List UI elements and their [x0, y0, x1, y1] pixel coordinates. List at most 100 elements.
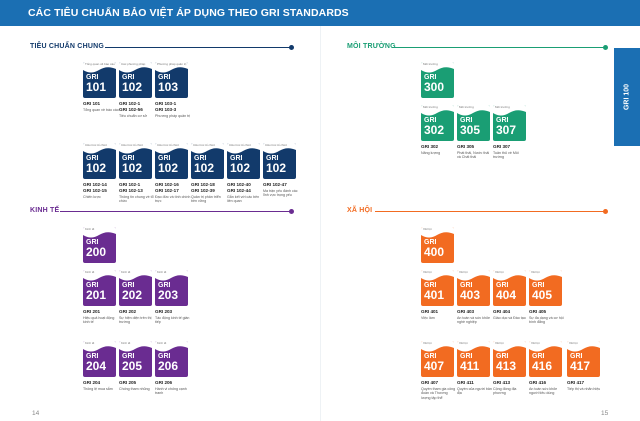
card-gri-number: 411: [460, 359, 480, 373]
card-gri-number: 102: [86, 161, 107, 175]
gri-code-102: GRI 102-16 GRI 102-17: [155, 182, 179, 193]
card-gri-number: 102: [266, 161, 287, 175]
gri-card-403: Xã hội GRI 403: [457, 270, 490, 306]
gri-card-307: Môi trường GRI 307: [493, 105, 526, 141]
gri-code-line: GRI 102-16: [155, 182, 179, 187]
gri-description-403: An toàn và sức khỏe nghề nghiệp: [457, 316, 490, 325]
gri-card-204: Kinh tế GRI 204: [83, 341, 116, 377]
page-number-right: 15: [601, 410, 609, 417]
card-wave-decoration: [263, 143, 296, 154]
gri-card-203: Kinh tế GRI 203: [155, 270, 188, 306]
card-gri-label: GRI: [158, 74, 171, 81]
card-wave-decoration: [529, 341, 562, 352]
gri-card-102: Cấu trúc tổ chức GRI 102: [227, 143, 260, 179]
gri-code-line: GRI 401: [421, 309, 439, 314]
card-tag: Cấu trúc tổ chức: [85, 143, 108, 147]
card-gri-label: GRI: [86, 239, 99, 246]
page-number-left: 14: [32, 410, 40, 417]
section-title-universal: TIÊU CHUẨN CHUNG: [30, 43, 104, 50]
gri-code-206: GRI 206: [155, 380, 172, 386]
side-tab-label: GRI 100: [623, 83, 631, 111]
gri-description-102: Tiêu chuẩn cơ sở: [119, 114, 147, 118]
card-gri-number: 404: [496, 288, 517, 302]
gri-code-302: GRI 302: [421, 144, 438, 150]
gri-code-416: GRI 416: [529, 380, 546, 386]
gri-code-101: GRI 101: [83, 101, 100, 107]
card-tag: Cấu trúc tổ chức: [121, 143, 144, 147]
card-gri-label: GRI: [460, 117, 473, 124]
gri-code-line: GRI 102-1: [119, 182, 141, 187]
gri-card-102: Cấu trúc tổ chức GRI 102: [155, 143, 188, 179]
gri-card-300: Môi trường GRI 300: [421, 62, 454, 98]
gri-description-407: Quyền tham gia công đoàn và Thương lượng…: [421, 387, 456, 400]
card-tag: Các phương pháp: [121, 62, 146, 66]
gri-code-line: GRI 102-47: [263, 182, 287, 187]
gri-card-202: Kinh tế GRI 202: [119, 270, 152, 306]
card-gri-label: GRI: [86, 74, 99, 81]
gri-code-405: GRI 405: [529, 309, 546, 315]
card-gri-number: 307: [496, 123, 517, 137]
gri-code-102: GRI 102-18 GRI 102-39: [191, 182, 215, 193]
gri-card-401: Xã hội GRI 401: [421, 270, 454, 306]
card-tag: Xã hội: [459, 341, 468, 345]
card-gri-number: 407: [424, 359, 445, 373]
gri-card-102: Cấu trúc tổ chức GRI 102: [263, 143, 296, 179]
gri-code-line: GRI 103-3: [155, 106, 177, 112]
gri-code-line: GRI 417: [567, 380, 585, 385]
card-wave-decoration: [119, 62, 152, 73]
gri-description-102: Quản trị phân triển bền vững: [191, 195, 221, 204]
gri-code-411: GRI 411: [457, 380, 474, 386]
gri-code-line: GRI 102-15: [83, 187, 107, 193]
card-tag: Xã hội: [569, 341, 578, 345]
gri-code-202: GRI 202: [119, 309, 136, 315]
section-rule-environmental: [392, 45, 608, 50]
gri-card-404: Xã hội GRI 404: [493, 270, 526, 306]
gri-card-206: Kinh tế GRI 206: [155, 341, 188, 377]
gri-card-201: Kinh tế GRI 201: [83, 270, 116, 306]
gri-code-line: GRI 413: [493, 380, 511, 385]
card-tag: Xã hội: [423, 341, 432, 345]
card-tag: Xã hội: [531, 341, 540, 345]
card-wave-decoration: [457, 341, 490, 352]
gri-description-103: Phương pháp quản trị: [155, 114, 191, 118]
gri-code-307: GRI 307: [493, 144, 510, 150]
card-gri-number: 102: [230, 161, 251, 175]
card-gri-number: 102: [194, 161, 215, 175]
card-wave-decoration: [529, 270, 562, 281]
section-title-economic: KINH TẾ: [30, 207, 60, 214]
card-gri-label: GRI: [496, 282, 509, 289]
gri-code-102: GRI 102-1 GRI 102-13: [119, 182, 143, 193]
gri-card-200: Kinh tế GRI 200: [83, 227, 116, 263]
gri-code-line: GRI 103-1: [155, 101, 177, 106]
gri-description-307: Tuân thủ về Môi trường: [493, 151, 519, 160]
gri-code-203: GRI 203: [155, 309, 172, 315]
gri-code-401: GRI 401: [421, 309, 438, 315]
card-gri-label: GRI: [194, 155, 207, 162]
gri-code-102: GRI 102-1 GRI 102-56: [119, 101, 143, 112]
gri-card-302: Môi trường GRI 302: [421, 105, 454, 141]
card-gri-number: 416: [532, 359, 553, 373]
gri-code-line: GRI 404: [493, 309, 511, 314]
card-tag: Xã hội: [423, 227, 432, 231]
card-wave-decoration: [119, 270, 152, 281]
gri-code-407: GRI 407: [421, 380, 438, 386]
gri-code-403: GRI 403: [457, 309, 474, 315]
card-tag: Xã hội: [495, 270, 504, 274]
gri-code-line: GRI 403: [457, 309, 475, 314]
gri-description-203: Tác động kinh tế gián tiếp: [155, 316, 190, 325]
gri-code-line: GRI 302: [421, 144, 439, 149]
card-gri-label: GRI: [460, 282, 473, 289]
card-gri-label: GRI: [424, 117, 437, 124]
card-wave-decoration: [83, 62, 116, 73]
card-gri-number: 401: [424, 288, 445, 302]
card-wave-decoration: [421, 62, 454, 73]
gri-description-405: Sự đa dạng và cơ hội bình đẳng: [529, 316, 564, 325]
card-tag: Kinh tế: [157, 270, 167, 274]
card-gri-label: GRI: [496, 117, 509, 124]
card-wave-decoration: [83, 341, 116, 352]
gri-description-413: Cộng đồng địa phương: [493, 387, 517, 396]
card-gri-number: 202: [122, 288, 143, 302]
gri-card-416: Xã hội GRI 416: [529, 341, 562, 377]
gri-code-102: GRI 102-14 GRI 102-15: [83, 182, 107, 193]
card-gri-number: 403: [460, 288, 481, 302]
